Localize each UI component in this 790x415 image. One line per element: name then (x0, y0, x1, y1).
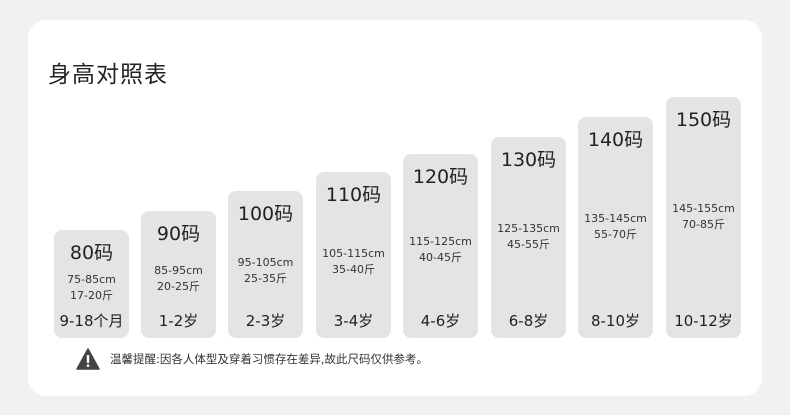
weight-range: 55-70斤 (594, 228, 637, 241)
weight-range: 70-85斤 (682, 218, 725, 231)
size-info: 115-125cm 40-45斤 (403, 234, 478, 266)
note-text: 温馨提醒:因各人体型及穿着习惯存在差异,故此尺码仅供参考。 (110, 352, 429, 366)
weight-range: 35-40斤 (332, 263, 375, 276)
age-range: 1-2岁 (158, 312, 199, 330)
height-range: 135-145cm (584, 212, 647, 225)
size-label: 110码 (325, 184, 382, 206)
size-label: 150码 (675, 109, 732, 131)
height-range: 105-115cm (322, 247, 385, 260)
age-range: 9-18个月 (59, 312, 124, 330)
age-range: 6-8岁 (508, 312, 549, 330)
size-column: 140码 135-145cm 55-70斤 8-10岁 (578, 117, 653, 338)
size-column: 130码 125-135cm 45-55斤 6-8岁 (491, 137, 566, 338)
age-range: 8-10岁 (590, 312, 641, 330)
weight-range: 17-20斤 (70, 289, 113, 302)
age-range: 10-12岁 (674, 312, 733, 330)
size-label: 140码 (587, 129, 644, 151)
size-info: 105-115cm 35-40斤 (316, 246, 391, 278)
page-title: 身高对照表 (48, 62, 168, 88)
weight-range: 20-25斤 (157, 280, 200, 293)
age-range: 4-6岁 (420, 312, 461, 330)
size-column: 150码 145-155cm 70-85斤 10-12岁 (666, 97, 741, 338)
size-label: 90码 (156, 223, 201, 245)
size-column: 110码 105-115cm 35-40斤 3-4岁 (316, 172, 391, 338)
age-range: 3-4岁 (333, 312, 374, 330)
size-label: 100码 (237, 203, 294, 225)
weight-range: 45-55斤 (507, 238, 550, 251)
size-label: 130码 (500, 149, 557, 171)
height-range: 115-125cm (409, 235, 472, 248)
size-column: 80码 75-85cm 17-20斤 9-18个月 (54, 230, 129, 338)
height-range: 125-135cm (497, 222, 560, 235)
size-info: 75-85cm 17-20斤 (54, 272, 129, 304)
height-range: 95-105cm (237, 256, 294, 269)
size-info: 85-95cm 20-25斤 (141, 263, 216, 295)
size-info: 95-105cm 25-35斤 (228, 255, 303, 287)
warning-icon (76, 348, 100, 370)
height-range: 145-155cm (672, 202, 735, 215)
size-info: 145-155cm 70-85斤 (666, 201, 741, 233)
size-column: 100码 95-105cm 25-35斤 2-3岁 (228, 191, 303, 338)
weight-range: 40-45斤 (419, 251, 462, 264)
size-note: 温馨提醒:因各人体型及穿着习惯存在差异,故此尺码仅供参考。 (76, 348, 428, 370)
size-label: 80码 (69, 242, 114, 264)
height-range: 85-95cm (154, 264, 203, 277)
age-range: 2-3岁 (245, 312, 286, 330)
size-column: 120码 115-125cm 40-45斤 4-6岁 (403, 154, 478, 338)
height-range: 75-85cm (67, 273, 116, 286)
weight-range: 25-35斤 (244, 272, 287, 285)
size-info: 135-145cm 55-70斤 (578, 211, 653, 243)
size-column: 90码 85-95cm 20-25斤 1-2岁 (141, 211, 216, 338)
size-info: 125-135cm 45-55斤 (491, 221, 566, 253)
size-label: 120码 (412, 166, 469, 188)
